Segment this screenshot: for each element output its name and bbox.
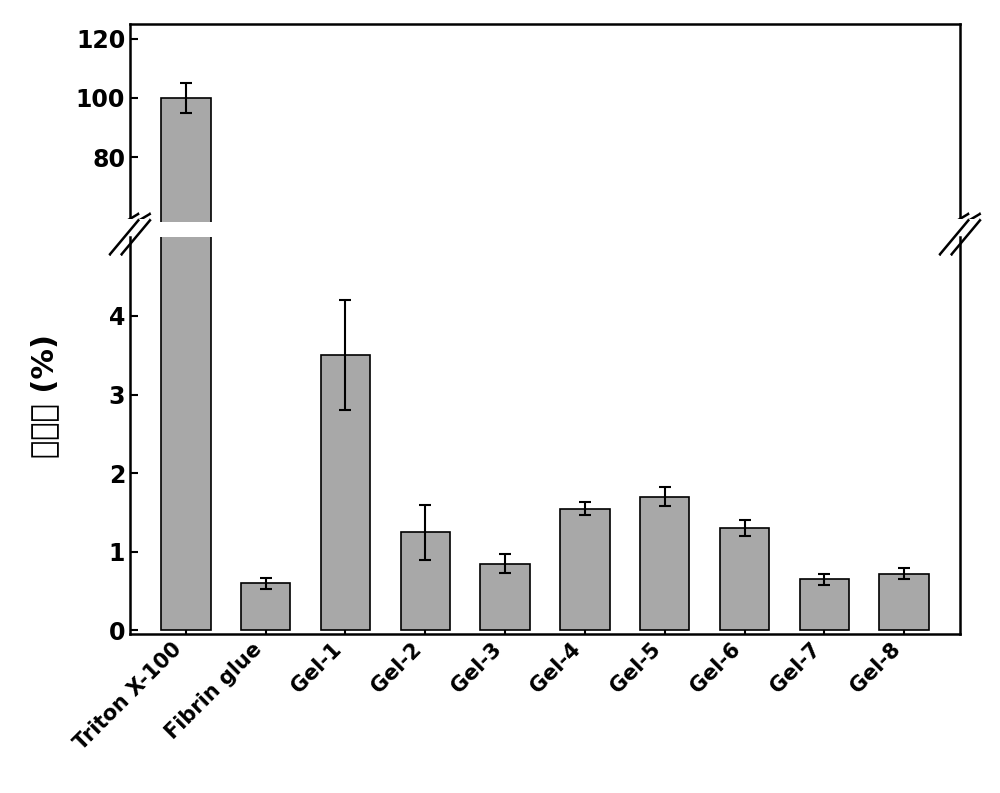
Bar: [321, 355, 370, 630]
FancyBboxPatch shape: [935, 213, 985, 232]
FancyBboxPatch shape: [105, 220, 155, 255]
Bar: [720, 390, 769, 394]
Text: 溶血率 (%): 溶血率 (%): [30, 335, 60, 458]
Bar: [640, 496, 689, 630]
Bar: [560, 389, 610, 394]
Bar: [241, 584, 290, 630]
Bar: [560, 508, 610, 630]
Bar: [241, 393, 290, 394]
Bar: [640, 389, 689, 394]
Bar: [879, 392, 929, 394]
Bar: [480, 392, 530, 394]
Bar: [480, 564, 530, 630]
Bar: [720, 528, 769, 630]
Bar: [800, 393, 849, 394]
Bar: [401, 532, 450, 630]
Bar: [800, 580, 849, 630]
Bar: [879, 574, 929, 630]
Bar: [161, 98, 211, 394]
Bar: [401, 391, 450, 394]
FancyBboxPatch shape: [935, 220, 985, 255]
Bar: [161, 0, 211, 630]
FancyBboxPatch shape: [105, 213, 155, 232]
Bar: [321, 384, 370, 394]
